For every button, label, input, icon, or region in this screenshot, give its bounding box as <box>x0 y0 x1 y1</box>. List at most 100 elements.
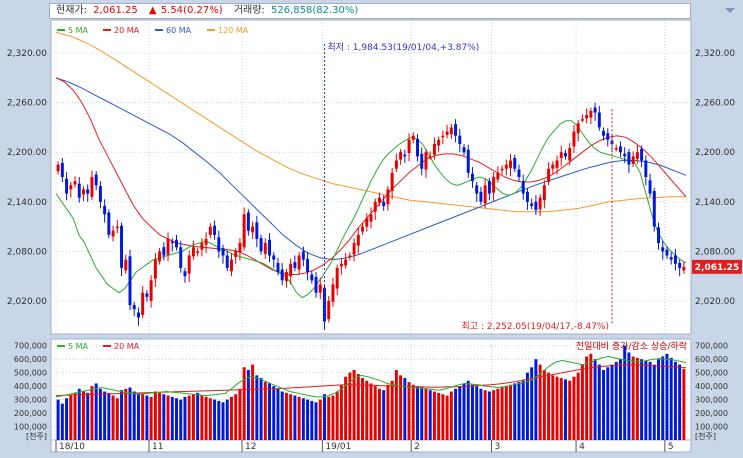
volume-bar <box>272 386 276 440</box>
candle-body <box>669 257 673 260</box>
candle-body <box>407 139 411 154</box>
candle-body <box>500 168 504 171</box>
volume-bar <box>69 395 73 440</box>
candle-body <box>555 160 559 168</box>
volume-bar <box>424 388 428 440</box>
candle-body <box>327 300 331 320</box>
volume-bar <box>306 399 310 440</box>
current-price-label: 현재가: <box>56 5 87 16</box>
candle-body <box>301 251 305 260</box>
candle-body <box>466 149 470 173</box>
volume-bar <box>580 364 584 440</box>
volume-bar <box>428 390 432 440</box>
candle-body <box>259 238 263 252</box>
candle-body <box>60 162 64 177</box>
candle-body <box>377 197 381 203</box>
volume-ma5-line <box>55 355 687 398</box>
volume-bar <box>229 396 233 440</box>
candle-body <box>589 110 593 118</box>
volume-tick-left: 400,000 <box>14 382 47 391</box>
volume-label: 거래량: <box>233 5 265 16</box>
volume-bar <box>369 383 373 440</box>
volume-bar <box>204 396 208 440</box>
volume-bar <box>644 360 648 440</box>
candle-body <box>437 139 441 146</box>
volume-bar <box>344 376 348 440</box>
candle-body <box>580 119 584 121</box>
candle-body <box>369 214 373 222</box>
volume-unit-left: [천주] <box>26 431 47 441</box>
candle-body <box>238 243 242 253</box>
volume-bar <box>301 398 305 440</box>
candle-body <box>640 148 644 161</box>
candle-body <box>103 205 107 215</box>
candle-body <box>175 239 178 248</box>
volume-bar <box>221 402 225 440</box>
candle-body <box>284 272 288 282</box>
candle-body <box>352 243 356 255</box>
volume-bar <box>98 388 102 440</box>
candle-body <box>276 262 280 273</box>
volume-bar <box>259 378 263 440</box>
volume-bar <box>293 395 297 440</box>
volume-bar <box>618 359 622 440</box>
candle-body <box>678 262 682 268</box>
volume-bar <box>73 392 77 440</box>
volume-bar <box>525 372 529 440</box>
candle-body <box>183 271 187 277</box>
volume-legend-label: 5 MA <box>68 342 89 351</box>
candle-body <box>263 243 267 254</box>
ma60-line <box>55 77 687 261</box>
candle-body <box>394 160 398 169</box>
price-tick-right: 2,140.00 <box>695 198 735 208</box>
volume-bar <box>627 352 631 440</box>
candle-body <box>242 214 246 248</box>
candle-body <box>339 263 343 267</box>
volume-tick-right: 300,000 <box>695 396 728 405</box>
candle-body <box>521 181 525 194</box>
date-tick-label: 3 <box>495 442 501 452</box>
volume-bar <box>179 399 183 440</box>
volume-bar <box>124 388 128 440</box>
volume-tick-left: 500,000 <box>14 369 47 378</box>
volume-bar <box>166 395 170 440</box>
candle-body <box>568 148 572 161</box>
candle-body <box>94 174 98 186</box>
volume-bar <box>614 361 618 440</box>
candle-body <box>132 305 136 310</box>
volume-bar <box>120 390 124 440</box>
candle-body <box>158 251 162 262</box>
volume-bar <box>470 384 474 440</box>
volume-bar <box>56 399 60 440</box>
candle-body <box>411 135 415 140</box>
current-price-value: 2,061.25 <box>93 5 138 16</box>
volume-bar <box>572 376 576 440</box>
volume-bar <box>318 399 322 440</box>
volume-bar <box>65 398 69 440</box>
candle-body <box>454 124 458 136</box>
low-annotation: 최저 : 1,984.53(19/01/04,+3.87%) <box>327 42 479 53</box>
volume-bar <box>183 396 187 440</box>
candle-body <box>331 284 335 302</box>
candle-body <box>572 131 576 147</box>
volume-tick-left: 600,000 <box>14 355 47 364</box>
candle-body <box>73 181 77 185</box>
candle-body <box>644 160 648 177</box>
candle-body <box>593 107 597 113</box>
volume-bar <box>437 392 441 440</box>
volume-bar <box>246 369 250 440</box>
volume-bar <box>513 383 517 440</box>
price-tick-left: 2,200.00 <box>7 148 47 158</box>
volume-tick-right: 400,000 <box>695 382 728 391</box>
price-legend-label: 5 MA <box>68 26 89 35</box>
price-panel <box>50 19 692 335</box>
volume-bar <box>94 383 98 440</box>
volume-bar <box>559 378 563 440</box>
candle-body <box>551 164 555 169</box>
settings-corner-icon[interactable] <box>723 5 737 17</box>
volume-bar <box>225 399 229 440</box>
volume-bar <box>407 382 411 440</box>
volume-bar <box>530 367 534 440</box>
volume-bar <box>597 364 601 440</box>
